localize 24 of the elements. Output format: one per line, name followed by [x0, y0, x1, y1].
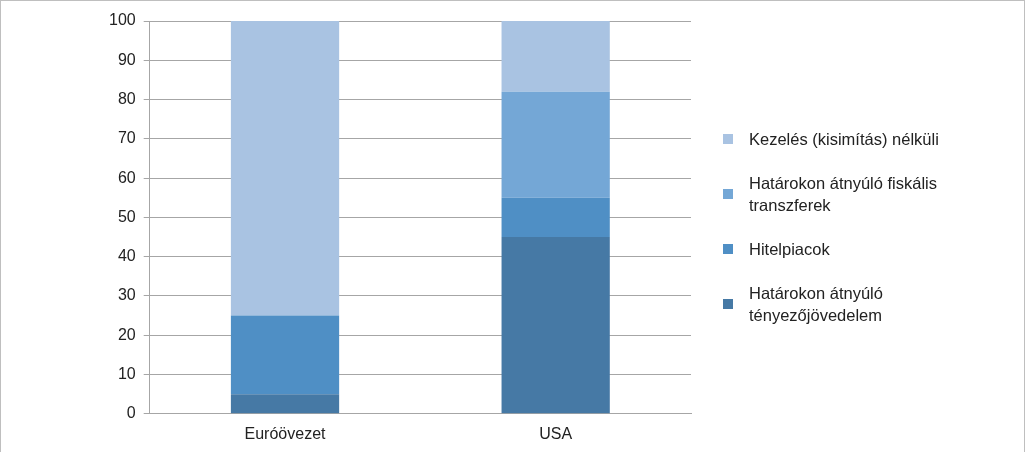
y-tick-label: 100 [108, 11, 136, 29]
bar [501, 237, 610, 414]
y-tick-label: 50 [117, 207, 136, 225]
y-tick-label: 60 [117, 168, 136, 186]
y-tick-label: 80 [117, 89, 136, 107]
y-tick-label: 20 [117, 325, 136, 343]
bar [230, 394, 340, 414]
y-tick-label: 0 [126, 404, 136, 422]
legend-label: Határokon átnyúló fiskális transzferek [749, 172, 938, 216]
legend-label: Hitelpiacok [749, 238, 831, 260]
bar [501, 197, 610, 238]
y-tick-label: 70 [117, 129, 136, 147]
y-tick-label: 10 [117, 364, 136, 382]
bar [501, 21, 610, 92]
x-tick-label: USA [539, 424, 573, 442]
x-tick-label: Euróövezet [244, 424, 327, 442]
legend-label: Határokon átnyúló tényezőjövedelem [749, 282, 884, 326]
bar [501, 91, 610, 198]
bar [230, 21, 340, 316]
y-tick-label: 90 [117, 50, 136, 68]
bar [230, 315, 340, 395]
legend-label: Kezelés (kisimítás) nélküli [749, 128, 940, 150]
y-tick-label: 40 [117, 247, 136, 265]
y-tick-label: 30 [117, 286, 136, 304]
